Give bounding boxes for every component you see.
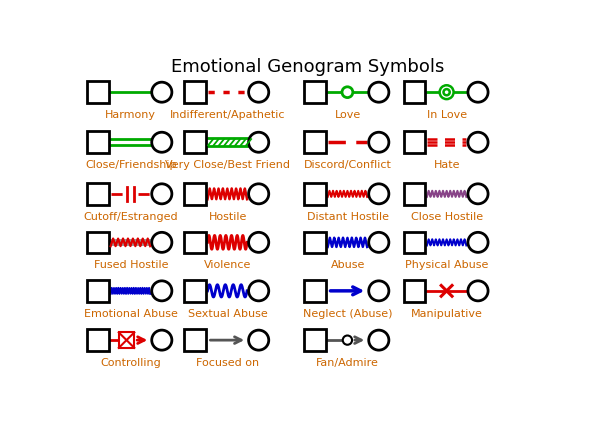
Circle shape xyxy=(468,82,488,102)
Bar xyxy=(184,131,206,153)
Text: Controlling: Controlling xyxy=(100,358,161,368)
Text: Love: Love xyxy=(335,110,361,120)
Text: Focused on: Focused on xyxy=(196,358,259,368)
Text: Harmony: Harmony xyxy=(106,110,156,120)
Circle shape xyxy=(443,89,450,95)
Bar xyxy=(304,232,326,253)
Circle shape xyxy=(152,184,172,204)
Text: In Love: In Love xyxy=(427,110,467,120)
Circle shape xyxy=(152,82,172,102)
Circle shape xyxy=(248,330,269,350)
Circle shape xyxy=(248,281,269,301)
Bar xyxy=(404,82,425,103)
Circle shape xyxy=(152,132,172,152)
Bar xyxy=(119,333,134,348)
Circle shape xyxy=(369,330,389,350)
Circle shape xyxy=(152,281,172,301)
Text: Hate: Hate xyxy=(434,160,460,170)
Circle shape xyxy=(468,232,488,252)
Text: Indifferent/Apathetic: Indifferent/Apathetic xyxy=(170,110,286,120)
Circle shape xyxy=(152,330,172,350)
Bar xyxy=(304,82,326,103)
Bar xyxy=(304,329,326,351)
Text: Discord/Conflict: Discord/Conflict xyxy=(304,160,392,170)
Circle shape xyxy=(468,281,488,301)
Circle shape xyxy=(248,184,269,204)
Bar xyxy=(404,232,425,253)
Circle shape xyxy=(440,85,454,99)
Circle shape xyxy=(369,82,389,102)
Text: Physical Abuse: Physical Abuse xyxy=(406,260,488,270)
Circle shape xyxy=(468,184,488,204)
Circle shape xyxy=(369,184,389,204)
Text: Abuse: Abuse xyxy=(331,260,365,270)
Circle shape xyxy=(369,232,389,252)
Text: Close Hostile: Close Hostile xyxy=(411,212,483,221)
Text: Hostile: Hostile xyxy=(208,212,247,221)
Circle shape xyxy=(248,232,269,252)
Bar xyxy=(184,280,206,302)
Bar xyxy=(304,280,326,302)
Bar xyxy=(88,82,109,103)
Circle shape xyxy=(343,336,352,345)
Text: Fused Hostile: Fused Hostile xyxy=(94,260,168,270)
Text: Violence: Violence xyxy=(204,260,251,270)
Bar xyxy=(184,232,206,253)
Circle shape xyxy=(369,281,389,301)
Circle shape xyxy=(248,132,269,152)
Text: Neglect (Abuse): Neglect (Abuse) xyxy=(303,309,392,318)
Bar xyxy=(404,280,425,302)
Text: Very Close/Best Friend: Very Close/Best Friend xyxy=(165,160,290,170)
Bar xyxy=(404,131,425,153)
Bar xyxy=(88,183,109,205)
Circle shape xyxy=(468,132,488,152)
Bar xyxy=(88,232,109,253)
Bar xyxy=(88,280,109,302)
Text: Manipulative: Manipulative xyxy=(411,309,483,318)
Bar xyxy=(404,183,425,205)
Text: Distant Hostile: Distant Hostile xyxy=(307,212,389,221)
Bar xyxy=(304,131,326,153)
Bar xyxy=(88,131,109,153)
Bar xyxy=(304,183,326,205)
Circle shape xyxy=(342,87,353,97)
Text: Close/Friendship: Close/Friendship xyxy=(85,160,176,170)
Circle shape xyxy=(152,232,172,252)
Text: Cutoff/Estranged: Cutoff/Estranged xyxy=(83,212,178,221)
Bar xyxy=(184,329,206,351)
Bar xyxy=(88,329,109,351)
Text: Sextual Abuse: Sextual Abuse xyxy=(188,309,268,318)
Bar xyxy=(184,183,206,205)
Circle shape xyxy=(248,82,269,102)
Bar xyxy=(184,82,206,103)
Text: Emotional Abuse: Emotional Abuse xyxy=(84,309,178,318)
Text: Fan/Admire: Fan/Admire xyxy=(316,358,379,368)
Circle shape xyxy=(369,132,389,152)
Text: Emotional Genogram Symbols: Emotional Genogram Symbols xyxy=(171,57,444,75)
